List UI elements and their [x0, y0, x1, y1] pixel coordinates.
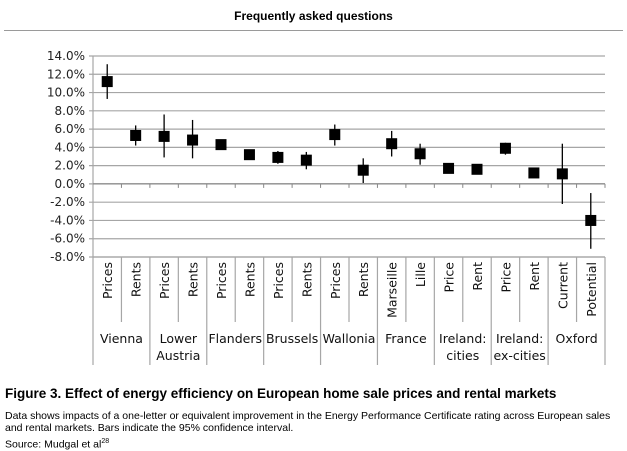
header-divider — [4, 30, 623, 31]
y-tick-label: -6.0% — [50, 232, 85, 246]
data-point — [528, 167, 540, 179]
data-point — [300, 154, 312, 166]
figure-description: Data shows impacts of a one-letter or eq… — [5, 410, 611, 434]
group-label: Brussels — [266, 331, 318, 346]
data-point — [585, 214, 597, 226]
subcategory-label: Rents — [242, 262, 257, 297]
source-footnote: 28 — [101, 438, 110, 445]
subcategory-label: Prices — [100, 262, 115, 299]
subcategory-label: Price — [498, 262, 513, 293]
figure-title: Figure 3. Effect of energy efficiency on… — [5, 386, 557, 401]
group-label: Ireland: — [496, 331, 543, 346]
group-label: ex-cities — [494, 348, 546, 363]
data-point — [414, 148, 426, 160]
subcategory-label: Rent — [470, 262, 485, 291]
data-point — [187, 134, 199, 146]
subcategory-label: Price — [442, 262, 457, 293]
subcategory-label: Rents — [186, 262, 201, 297]
y-tick-label: 4.0% — [55, 140, 86, 154]
subcategory-label: Prices — [328, 262, 343, 299]
group-label: Flanders — [208, 331, 262, 346]
data-point — [556, 168, 568, 180]
data-point — [101, 76, 113, 88]
data-point — [272, 151, 284, 163]
group-label: Wallonia — [323, 331, 376, 346]
data-point — [158, 130, 170, 142]
subcategory-label: Potential — [584, 262, 599, 317]
subcategory-label: Prices — [157, 262, 172, 299]
subcategory-label: Lille — [413, 262, 428, 287]
data-point — [130, 129, 142, 141]
subcategory-label: Rents — [129, 262, 144, 297]
data-point — [443, 162, 455, 174]
data-point — [329, 129, 341, 141]
group-label: Vienna — [100, 331, 143, 346]
y-tick-label: 14.0% — [47, 49, 85, 63]
group-label: France — [385, 331, 427, 346]
data-point — [215, 139, 227, 151]
data-point — [386, 138, 398, 150]
data-point — [357, 164, 369, 176]
subcategory-label: Prices — [214, 262, 229, 299]
subcategory-label: Rents — [299, 262, 314, 297]
data-point — [243, 149, 255, 161]
source-text: Source: Mudgal et al — [5, 438, 102, 451]
subcategory-label: Current — [555, 262, 570, 309]
chart: 14.0% 12.0% 10.0% 8.0% 6.0% 4.0% 2.0% 0.0% -2.0%… — [47, 49, 606, 365]
page-header-title: Frequently asked questions — [234, 9, 393, 23]
figure-source: Source: Mudgal et al28 — [5, 438, 109, 451]
data-point — [499, 142, 511, 154]
y-tick-label: 0.0% — [55, 177, 86, 191]
y-tick-label: -2.0% — [50, 195, 85, 209]
y-tick-label: -4.0% — [50, 213, 85, 227]
subcategory-label: Rents — [356, 262, 371, 297]
group-label: Oxford — [555, 331, 597, 346]
group-label: Lower — [160, 331, 198, 346]
group-label: Austria — [156, 348, 200, 363]
y-tick-label: 8.0% — [55, 104, 86, 118]
y-tick-label: -8.0% — [50, 250, 85, 264]
subcategory-label: Rent — [527, 262, 542, 291]
group-label: cities — [446, 348, 479, 363]
y-tick-label: 12.0% — [47, 67, 85, 81]
y-tick-label: 10.0% — [47, 86, 85, 100]
subcategory-label: Prices — [271, 262, 286, 299]
y-tick-label: 6.0% — [55, 122, 86, 136]
subcategory-label: Marseille — [385, 262, 400, 318]
data-point — [471, 163, 483, 175]
group-label: Ireland: — [439, 331, 486, 346]
y-tick-label: 2.0% — [55, 159, 86, 173]
